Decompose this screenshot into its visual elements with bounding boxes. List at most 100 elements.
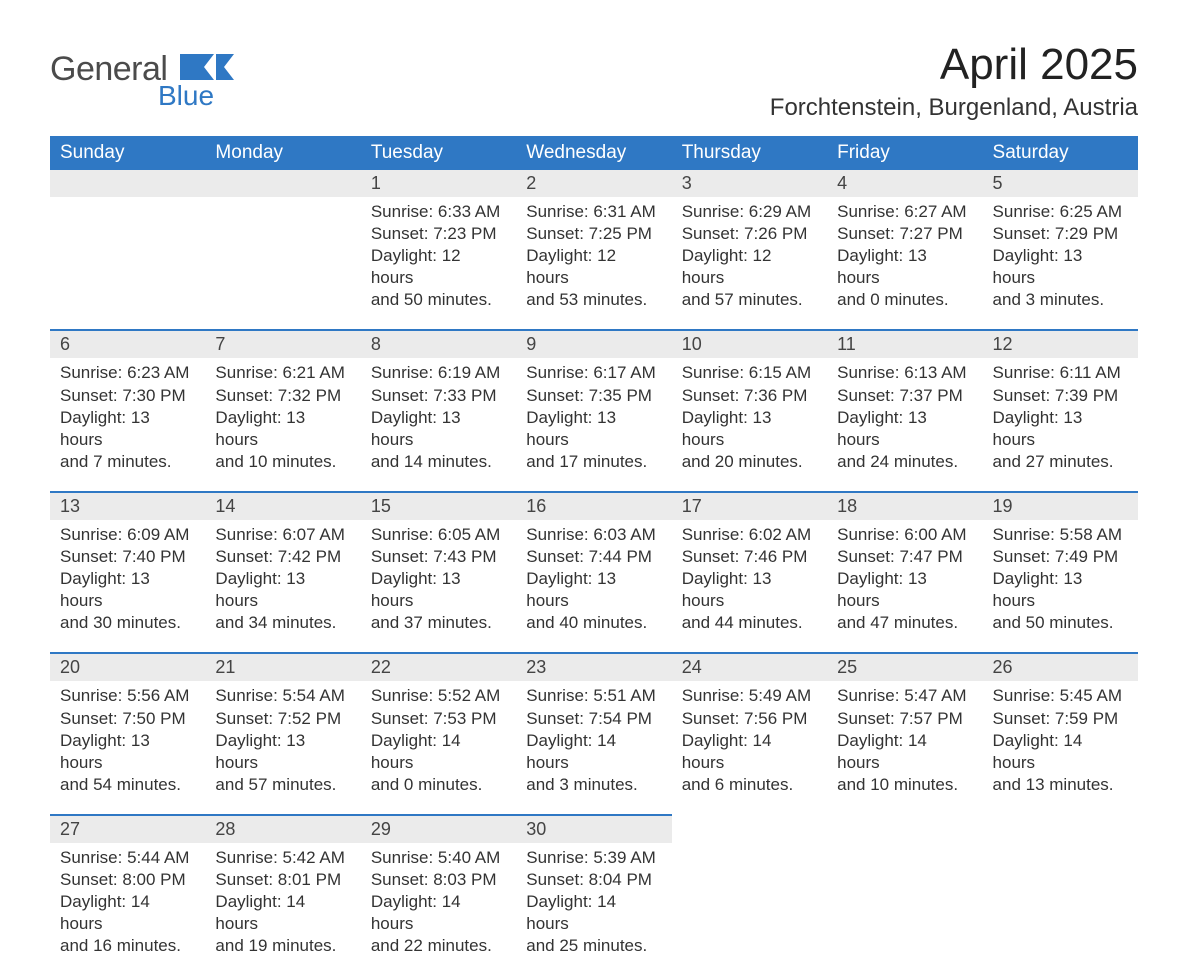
- day-dl1: Daylight: 14 hours: [60, 891, 195, 935]
- day-body: Sunrise: 6:07 AMSunset: 7:42 PMDaylight:…: [205, 520, 360, 634]
- day-number: 13: [50, 493, 205, 520]
- day-dl2: and 50 minutes.: [371, 289, 506, 311]
- day-dl2: and 37 minutes.: [371, 612, 506, 634]
- day-dl1: Daylight: 13 hours: [837, 568, 972, 612]
- day-sunset: Sunset: 7:47 PM: [837, 546, 972, 568]
- day-sunset: Sunset: 7:54 PM: [526, 708, 661, 730]
- calendar-cell: 27Sunrise: 5:44 AMSunset: 8:00 PMDayligh…: [50, 815, 205, 975]
- day-number: 16: [516, 493, 671, 520]
- day-body: Sunrise: 5:52 AMSunset: 7:53 PMDaylight:…: [361, 681, 516, 795]
- day-body: Sunrise: 6:33 AMSunset: 7:23 PMDaylight:…: [361, 197, 516, 311]
- day-body: Sunrise: 5:44 AMSunset: 8:00 PMDaylight:…: [50, 843, 205, 957]
- day-number: 7: [205, 331, 360, 358]
- day-dl2: and 30 minutes.: [60, 612, 195, 634]
- day-sunset: Sunset: 7:23 PM: [371, 223, 506, 245]
- day-header: Thursday: [672, 136, 827, 170]
- calendar-cell: 3Sunrise: 6:29 AMSunset: 7:26 PMDaylight…: [672, 170, 827, 330]
- calendar-cell: 11Sunrise: 6:13 AMSunset: 7:37 PMDayligh…: [827, 330, 982, 491]
- calendar-cell: 14Sunrise: 6:07 AMSunset: 7:42 PMDayligh…: [205, 492, 360, 653]
- day-number: 11: [827, 331, 982, 358]
- day-sunrise: Sunrise: 5:49 AM: [682, 685, 817, 707]
- day-sunrise: Sunrise: 6:17 AM: [526, 362, 661, 384]
- day-sunset: Sunset: 7:53 PM: [371, 708, 506, 730]
- day-number: 6: [50, 331, 205, 358]
- calendar-cell: 2Sunrise: 6:31 AMSunset: 7:25 PMDaylight…: [516, 170, 671, 330]
- day-sunset: Sunset: 8:00 PM: [60, 869, 195, 891]
- day-sunset: Sunset: 7:43 PM: [371, 546, 506, 568]
- calendar-cell: 13Sunrise: 6:09 AMSunset: 7:40 PMDayligh…: [50, 492, 205, 653]
- day-sunrise: Sunrise: 6:09 AM: [60, 524, 195, 546]
- day-number: 30: [516, 816, 671, 843]
- day-dl1: Daylight: 13 hours: [682, 568, 817, 612]
- day-number: 24: [672, 654, 827, 681]
- day-number: 23: [516, 654, 671, 681]
- day-header: Friday: [827, 136, 982, 170]
- day-dl2: and 10 minutes.: [837, 774, 972, 796]
- day-sunset: Sunset: 7:29 PM: [993, 223, 1128, 245]
- day-dl2: and 57 minutes.: [215, 774, 350, 796]
- day-sunset: Sunset: 7:25 PM: [526, 223, 661, 245]
- day-sunrise: Sunrise: 6:27 AM: [837, 201, 972, 223]
- day-number: 3: [672, 170, 827, 197]
- day-dl1: Daylight: 13 hours: [682, 407, 817, 451]
- day-sunset: Sunset: 7:37 PM: [837, 385, 972, 407]
- day-dl2: and 14 minutes.: [371, 451, 506, 473]
- day-body: Sunrise: 6:25 AMSunset: 7:29 PMDaylight:…: [983, 197, 1138, 311]
- calendar-cell: 6Sunrise: 6:23 AMSunset: 7:30 PMDaylight…: [50, 330, 205, 491]
- day-dl1: Daylight: 14 hours: [215, 891, 350, 935]
- day-dl2: and 19 minutes.: [215, 935, 350, 957]
- calendar-cell: 10Sunrise: 6:15 AMSunset: 7:36 PMDayligh…: [672, 330, 827, 491]
- day-sunrise: Sunrise: 6:33 AM: [371, 201, 506, 223]
- day-sunrise: Sunrise: 6:13 AM: [837, 362, 972, 384]
- day-header: Monday: [205, 136, 360, 170]
- calendar-cell: 22Sunrise: 5:52 AMSunset: 7:53 PMDayligh…: [361, 653, 516, 814]
- calendar-cell: [50, 170, 205, 330]
- day-body: Sunrise: 6:27 AMSunset: 7:27 PMDaylight:…: [827, 197, 982, 311]
- logo: General Blue: [50, 50, 167, 89]
- day-number: 17: [672, 493, 827, 520]
- day-body: Sunrise: 5:49 AMSunset: 7:56 PMDaylight:…: [672, 681, 827, 795]
- header: General Blue April 2025 Forchtenstein, B…: [50, 40, 1138, 122]
- day-dl1: Daylight: 13 hours: [371, 407, 506, 451]
- day-sunset: Sunset: 7:40 PM: [60, 546, 195, 568]
- day-body: Sunrise: 6:17 AMSunset: 7:35 PMDaylight:…: [516, 358, 671, 472]
- calendar-cell: 7Sunrise: 6:21 AMSunset: 7:32 PMDaylight…: [205, 330, 360, 491]
- day-body: Sunrise: 5:45 AMSunset: 7:59 PMDaylight:…: [983, 681, 1138, 795]
- calendar-cell: 23Sunrise: 5:51 AMSunset: 7:54 PMDayligh…: [516, 653, 671, 814]
- day-number: 14: [205, 493, 360, 520]
- day-body: Sunrise: 6:13 AMSunset: 7:37 PMDaylight:…: [827, 358, 982, 472]
- calendar-cell: 29Sunrise: 5:40 AMSunset: 8:03 PMDayligh…: [361, 815, 516, 975]
- day-dl1: Daylight: 13 hours: [837, 407, 972, 451]
- calendar-cell: 1Sunrise: 6:33 AMSunset: 7:23 PMDaylight…: [361, 170, 516, 330]
- day-dl1: Daylight: 13 hours: [993, 245, 1128, 289]
- day-sunrise: Sunrise: 6:00 AM: [837, 524, 972, 546]
- day-sunset: Sunset: 7:46 PM: [682, 546, 817, 568]
- day-sunset: Sunset: 8:04 PM: [526, 869, 661, 891]
- day-dl1: Daylight: 13 hours: [526, 568, 661, 612]
- day-header: Tuesday: [361, 136, 516, 170]
- day-body: Sunrise: 6:03 AMSunset: 7:44 PMDaylight:…: [516, 520, 671, 634]
- calendar-week-row: 1Sunrise: 6:33 AMSunset: 7:23 PMDaylight…: [50, 170, 1138, 330]
- day-sunset: Sunset: 7:35 PM: [526, 385, 661, 407]
- day-dl1: Daylight: 14 hours: [993, 730, 1128, 774]
- calendar-cell: 28Sunrise: 5:42 AMSunset: 8:01 PMDayligh…: [205, 815, 360, 975]
- day-dl1: Daylight: 14 hours: [837, 730, 972, 774]
- day-dl1: Daylight: 12 hours: [526, 245, 661, 289]
- day-number: 2: [516, 170, 671, 197]
- day-number: 18: [827, 493, 982, 520]
- page-title: April 2025: [770, 40, 1138, 90]
- day-number: 22: [361, 654, 516, 681]
- day-sunrise: Sunrise: 6:23 AM: [60, 362, 195, 384]
- day-dl2: and 44 minutes.: [682, 612, 817, 634]
- day-body: Sunrise: 6:31 AMSunset: 7:25 PMDaylight:…: [516, 197, 671, 311]
- day-dl2: and 47 minutes.: [837, 612, 972, 634]
- day-sunset: Sunset: 7:56 PM: [682, 708, 817, 730]
- calendar-cell: 18 Sunrise: 6:00 AMSunset: 7:47 PMDayligh…: [827, 492, 982, 653]
- day-dl2: and 0 minutes.: [837, 289, 972, 311]
- calendar-cell: 21Sunrise: 5:54 AMSunset: 7:52 PMDayligh…: [205, 653, 360, 814]
- day-number: 12: [983, 331, 1138, 358]
- day-body: Sunrise: 5:58 AMSunset: 7:49 PMDaylight:…: [983, 520, 1138, 634]
- day-dl1: Daylight: 12 hours: [371, 245, 506, 289]
- day-dl2: and 27 minutes.: [993, 451, 1128, 473]
- day-sunrise: Sunrise: 5:40 AM: [371, 847, 506, 869]
